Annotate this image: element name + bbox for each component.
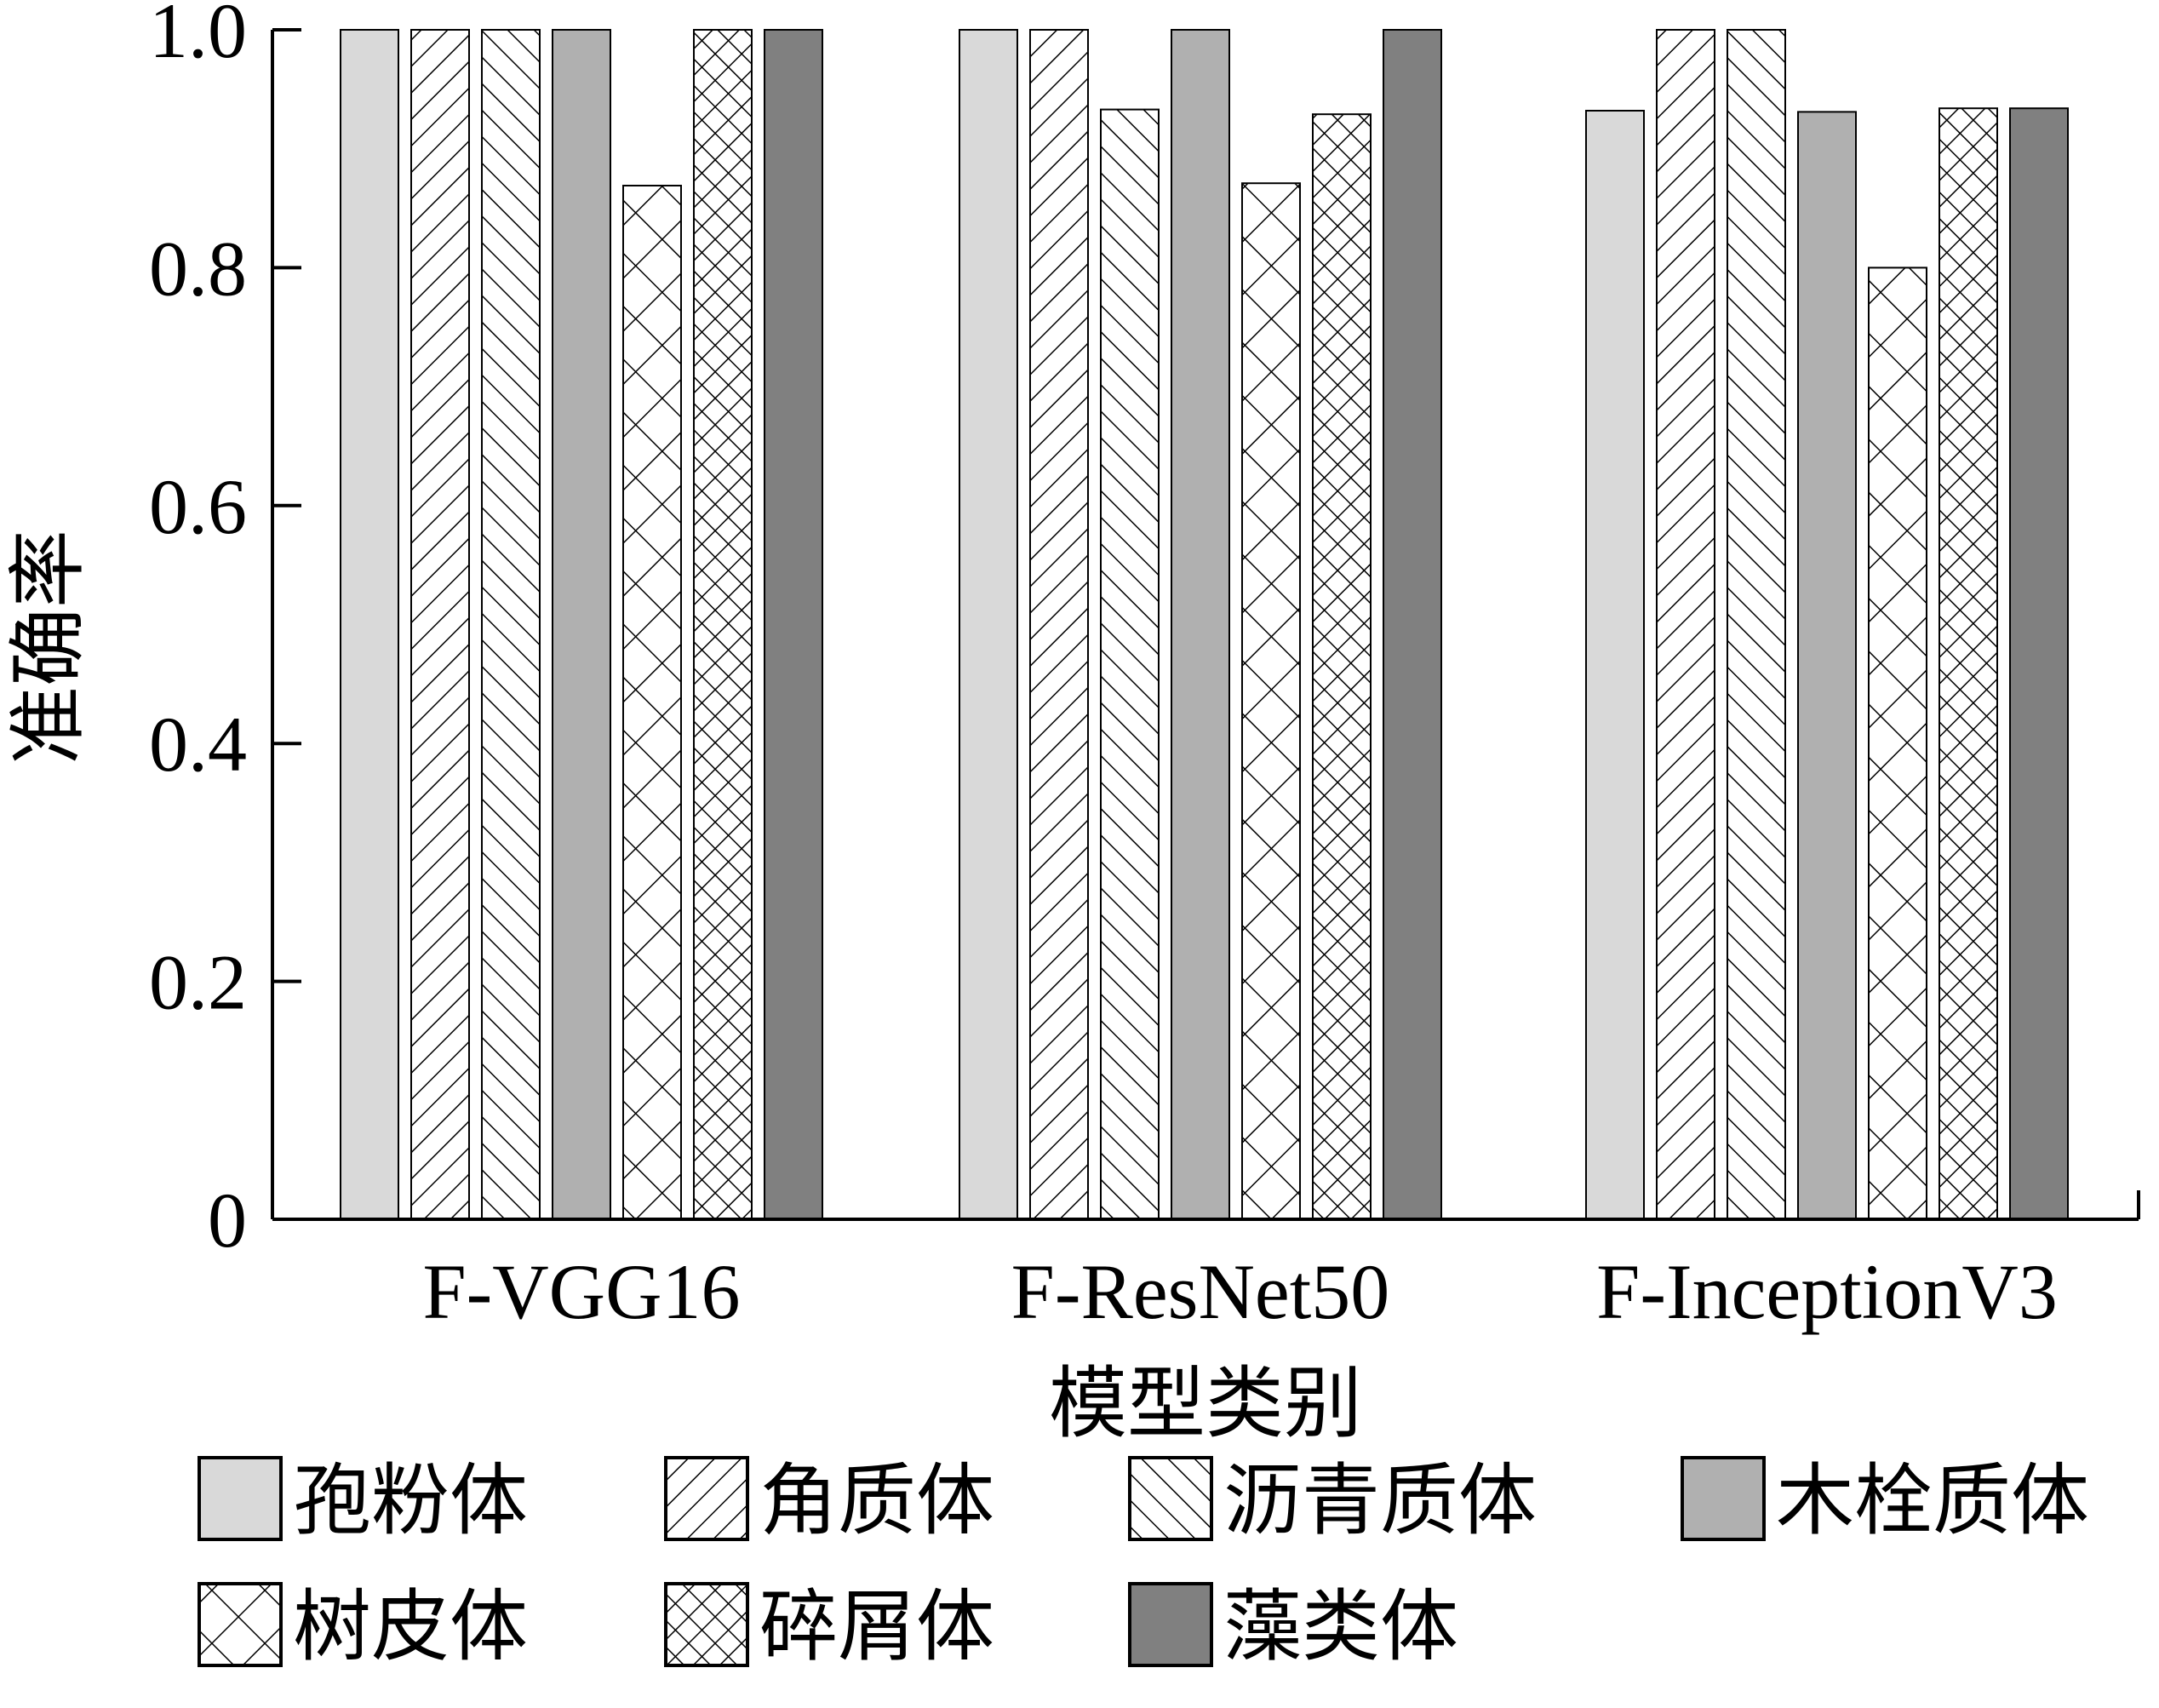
legend-label: 树皮体: [293, 1581, 528, 1672]
y-tick-label: 0.2: [149, 939, 247, 1026]
legend-label: 孢粉体: [293, 1455, 528, 1546]
bar-F-VGG16-树皮体: [622, 185, 682, 1221]
legend-swatch: [1128, 1582, 1213, 1667]
y-tick-label: 0.6: [149, 463, 247, 550]
legend-item: 藻类体: [1128, 1581, 1458, 1672]
y-tick-label: 0.8: [149, 225, 247, 312]
bar-F-InceptionV3-碎屑体: [1939, 107, 1998, 1220]
bar-F-VGG16-木栓质体: [552, 29, 611, 1220]
legend-swatch: [1681, 1456, 1766, 1541]
legend-label: 碎屑体: [759, 1581, 994, 1672]
y-tick-label: 1.0: [149, 0, 247, 74]
legend-item: 角质体: [664, 1455, 994, 1546]
bar-F-ResNet50-木栓质体: [1171, 29, 1230, 1220]
bar-F-VGG16-沥青质体: [481, 29, 541, 1220]
legend-item: 孢粉体: [198, 1455, 528, 1546]
y-tick-label: 0: [208, 1177, 247, 1264]
bar-F-VGG16-角质体: [410, 29, 470, 1220]
bar-F-ResNet50-藻类体: [1383, 29, 1442, 1220]
bar-F-InceptionV3-木栓质体: [1797, 111, 1857, 1221]
x-category-label: F-InceptionV3: [1596, 1248, 2058, 1335]
bar-F-ResNet50-沥青质体: [1100, 108, 1160, 1220]
y-tick-label: 0.4: [149, 701, 247, 788]
legend-swatch: [198, 1456, 283, 1541]
legend-label: 藻类体: [1223, 1581, 1458, 1672]
legend-item: 树皮体: [198, 1581, 528, 1672]
bar-F-VGG16-碎屑体: [693, 29, 753, 1220]
bar-F-ResNet50-树皮体: [1241, 182, 1301, 1220]
bar-F-VGG16-藻类体: [764, 29, 823, 1220]
bar-F-ResNet50-角质体: [1029, 29, 1089, 1220]
bars-group: [340, 29, 2069, 1221]
bar-F-InceptionV3-孢粉体: [1585, 109, 1645, 1221]
legend-swatch: [198, 1582, 283, 1667]
legend-item: 碎屑体: [664, 1581, 994, 1672]
bar-F-InceptionV3-沥青质体: [1727, 29, 1786, 1220]
legend-item: 沥青质体: [1128, 1455, 1537, 1546]
x-category-label: F-VGG16: [422, 1248, 740, 1335]
x-labels-group: F-VGG16 F-ResNet50 F-InceptionV3: [422, 1248, 2057, 1335]
bar-F-VGG16-孢粉体: [340, 29, 399, 1220]
legend-label: 木栓质体: [1776, 1455, 2089, 1546]
x-axis-title: 模型类别: [1049, 1358, 1362, 1449]
legend-label: 角质体: [759, 1455, 994, 1546]
bar-F-ResNet50-孢粉体: [959, 29, 1018, 1220]
bar-F-InceptionV3-角质体: [1656, 29, 1715, 1220]
legend-swatch: [1128, 1456, 1213, 1541]
x-category-label: F-ResNet50: [1011, 1248, 1390, 1335]
legend-swatch: [664, 1582, 749, 1667]
bar-F-ResNet50-碎屑体: [1312, 113, 1372, 1220]
bar-F-InceptionV3-树皮体: [1868, 267, 1927, 1220]
bar-F-InceptionV3-藻类体: [2009, 107, 2069, 1220]
legend-item: 木栓质体: [1681, 1455, 2089, 1546]
y-ticks-group: 0 0.2 0.4 0.6 0.8 1.0: [149, 0, 301, 1264]
y-axis-title: 准确率: [3, 530, 94, 765]
legend-swatch: [664, 1456, 749, 1541]
legend-label: 沥青质体: [1223, 1455, 1537, 1546]
